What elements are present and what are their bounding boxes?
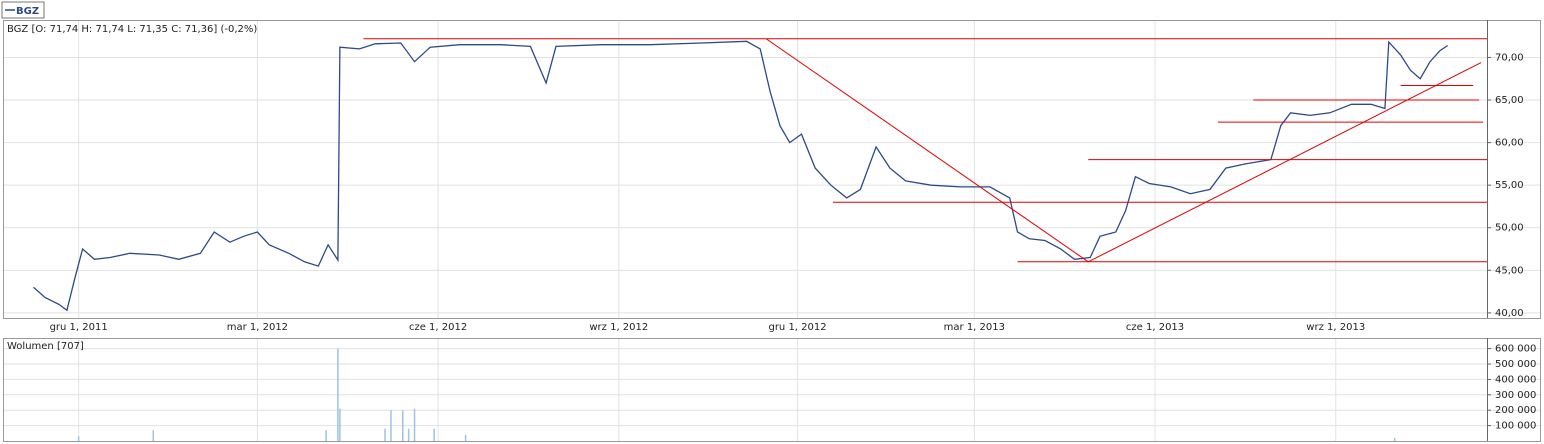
volume-panel <box>3 338 1541 442</box>
volume-bar <box>384 428 386 441</box>
volume-bar <box>337 348 339 441</box>
price-panel <box>3 20 1541 319</box>
volume-bar <box>1393 437 1396 441</box>
volume-bar <box>339 408 341 441</box>
price-header: BGZ [O: 71,74 H: 71,74 L: 71,35 C: 71,36… <box>7 24 257 35</box>
volume-title: Wolumen [707] <box>7 341 84 352</box>
y-tick-label: 400 000 <box>1495 374 1536 385</box>
x-tick-label: wrz 1, 2013 <box>1306 322 1365 333</box>
x-tick-label: mar 1, 2012 <box>227 322 288 333</box>
x-tick-label: wrz 1, 2012 <box>589 322 648 333</box>
x-tick-label: mar 1, 2013 <box>944 322 1005 333</box>
y-tick-label: 40,00 <box>1495 308 1524 319</box>
price-line <box>33 40 1449 312</box>
y-tick-label: 100 000 <box>1495 421 1536 432</box>
volume-bar <box>401 410 404 441</box>
volume-bar <box>413 408 416 441</box>
y-tick-label: 600 000 <box>1495 344 1536 355</box>
trend-line <box>1088 62 1482 263</box>
volume-bar <box>407 428 410 441</box>
legend-label: BGZ <box>16 6 39 17</box>
y-tick-label: 55,00 <box>1495 180 1524 191</box>
y-tick-label: 200 000 <box>1495 405 1536 416</box>
x-tick-label: cze 1, 2012 <box>409 322 467 333</box>
volume-bar <box>464 434 467 441</box>
trend-line <box>765 38 1089 263</box>
x-tick-label: gru 1, 2011 <box>50 322 108 333</box>
y-tick-label: 50,00 <box>1495 223 1524 234</box>
y-tick-label: 300 000 <box>1495 390 1536 401</box>
volume-bar <box>390 410 392 441</box>
y-tick-label: 70,00 <box>1495 52 1524 63</box>
x-tick-label: gru 1, 2012 <box>768 322 826 333</box>
y-tick-label: 45,00 <box>1495 265 1524 276</box>
y-tick-label: 500 000 <box>1495 359 1536 370</box>
x-tick-label: cze 1, 2013 <box>1126 322 1184 333</box>
volume-bar <box>77 436 80 441</box>
volume-bar <box>152 430 155 441</box>
legend-box <box>1 1 45 19</box>
y-tick-label: 65,00 <box>1495 95 1524 106</box>
y-tick-label: 60,00 <box>1495 138 1524 149</box>
volume-bar <box>325 430 327 441</box>
volume-bar <box>433 428 435 441</box>
